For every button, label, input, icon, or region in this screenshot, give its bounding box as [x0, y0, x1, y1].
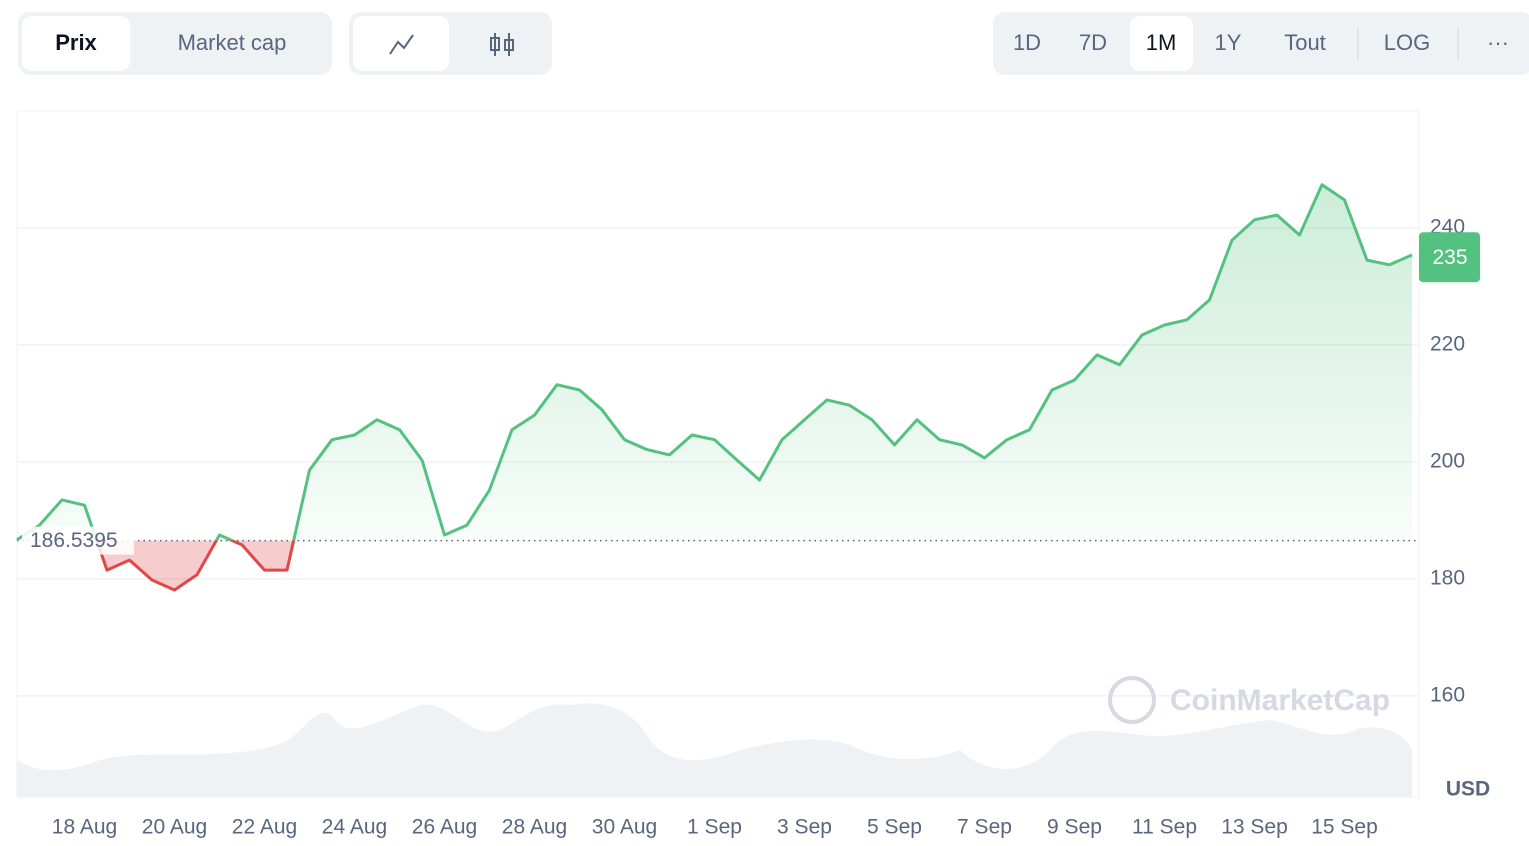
baseline-label: 186.5395 [30, 529, 118, 552]
x-tick-label: 20 Aug [142, 816, 207, 839]
volume-area [17, 703, 1412, 797]
y-tick-label: 220 [1430, 332, 1465, 355]
watermark-logo [1108, 676, 1156, 724]
range-7d[interactable]: 7D [1079, 30, 1107, 55]
x-tick-label: 7 Sep [957, 816, 1012, 839]
more-button[interactable]: ··· [1487, 30, 1509, 55]
x-tick-label: 11 Sep [1132, 816, 1197, 839]
range-1d[interactable]: 1D [1013, 30, 1041, 55]
tab-prix[interactable]: Prix [55, 30, 97, 55]
y-tick-label: 180 [1430, 566, 1465, 589]
price-area [17, 184, 1412, 590]
baseline-label-bg [22, 526, 134, 555]
x-tick-label: 15 Sep [1311, 816, 1378, 839]
x-tick-label: 30 Aug [592, 816, 657, 839]
range-1y[interactable]: 1Y [1215, 30, 1242, 55]
current-price-badge [1419, 232, 1480, 283]
y-tick-label: 160 [1430, 683, 1465, 706]
line-icon [389, 34, 414, 55]
range-active[interactable] [1130, 16, 1193, 71]
x-tick-label: 9 Sep [1047, 816, 1102, 839]
tab-active[interactable] [22, 16, 130, 71]
y-tick-label: 200 [1430, 449, 1465, 472]
range-1m[interactable]: 1M [1146, 30, 1177, 55]
x-tick-label: 24 Aug [322, 816, 387, 839]
x-tick-label: 1 Sep [687, 816, 742, 839]
x-tick-label: 26 Aug [412, 816, 477, 839]
watermark: CoinMarketCap [1170, 684, 1390, 717]
range-group [993, 12, 1529, 75]
x-tick-label: 5 Sep [867, 816, 922, 839]
x-tick-label: 28 Aug [502, 816, 567, 839]
x-tick-label: 18 Aug [52, 816, 117, 839]
x-tick-label: 3 Sep [777, 816, 832, 839]
candle-icon[interactable] [490, 33, 514, 56]
line-type-button[interactable] [353, 16, 449, 71]
x-tick-label: 13 Sep [1221, 816, 1288, 839]
x-tick-label: 22 Aug [232, 816, 297, 839]
tab-market-cap[interactable]: Market cap [178, 30, 287, 55]
currency-label: USD [1446, 778, 1490, 801]
current-price-label: 235 [1432, 246, 1467, 269]
price-line [16, 183, 1413, 592]
range-all[interactable]: Tout [1284, 30, 1326, 55]
log-toggle[interactable]: LOG [1384, 30, 1430, 55]
